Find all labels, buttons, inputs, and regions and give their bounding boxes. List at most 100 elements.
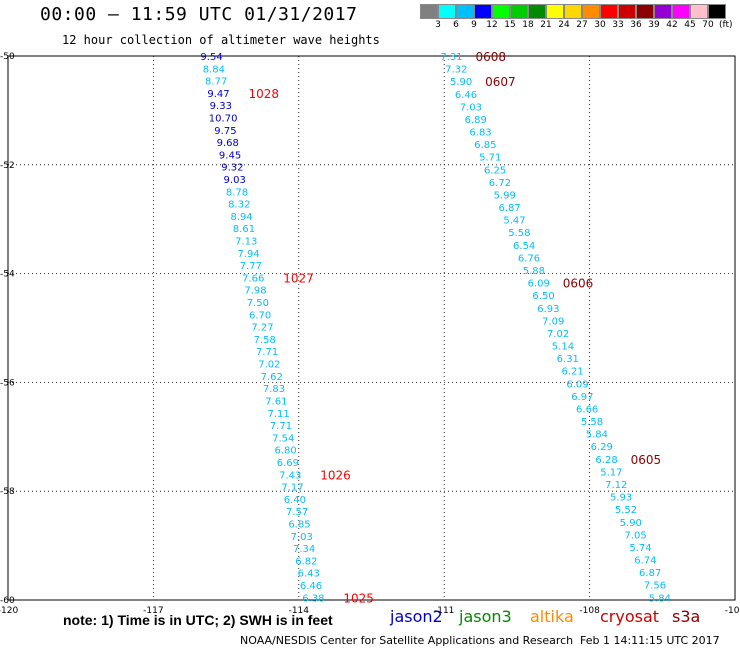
wave-height-value: 9.75 (214, 126, 236, 137)
wave-height-value: 7.98 (244, 286, 266, 297)
latitude-tick-label: -56 (0, 378, 15, 388)
color-legend-label: 42 (666, 20, 678, 30)
pass-time-label: 0607 (485, 75, 516, 89)
wave-height-value: 7.83 (263, 384, 285, 395)
wave-height-value: 9.32 (221, 163, 243, 174)
wave-height-value: 7.58 (254, 335, 276, 346)
wave-height-value: 7.77 (240, 261, 262, 272)
color-swatch (492, 4, 510, 19)
pass-time-label: 0608 (475, 50, 506, 64)
wave-height-value: 6.83 (469, 128, 491, 139)
longitude-tick-label: -111 (434, 606, 454, 616)
wave-height-value: 7.11 (268, 409, 290, 420)
wave-height-value: 7.02 (547, 329, 569, 340)
wave-height-value: 7.27 (251, 323, 273, 334)
latitude-tick-label: -58 (0, 487, 15, 497)
wave-height-value: 7.09 (542, 316, 564, 327)
color-legend-label: 21 (540, 20, 552, 30)
color-legend-label: 24 (558, 20, 570, 30)
wave-height-value: 6.50 (532, 291, 554, 302)
wave-height-value: 7.50 (247, 298, 269, 309)
wave-height-value: 9.54 (200, 52, 222, 63)
latitude-tick-label: -52 (0, 161, 15, 171)
wave-height-value: 6.46 (455, 90, 477, 101)
wave-height-value: 5.88 (523, 266, 545, 277)
color-swatch (690, 4, 708, 19)
wave-height-value: 5.99 (494, 190, 516, 201)
pass-time-label: 1025 (343, 591, 374, 605)
color-legend-label: 18 (522, 20, 534, 30)
wave-height-value: 7.71 (270, 421, 292, 432)
wave-height-value: 6.54 (513, 241, 535, 252)
color-legend-label: 39 (648, 20, 660, 30)
color-swatch (582, 4, 600, 19)
map-axes: -120 -117 -114 -111 -108 -105 -50 -52 -54 -56 -58 -… (0, 52, 740, 616)
page-title: 00:00 – 11:59 UTC 01/31/2017 (40, 4, 358, 25)
color-legend-label: 9 (471, 20, 477, 30)
wave-height-value: 6.87 (498, 203, 520, 214)
wave-height-value: 7.71 (256, 347, 278, 358)
color-swatch (564, 4, 582, 19)
wave-height-value: 8.77 (205, 77, 227, 88)
color-swatch (546, 4, 564, 19)
color-swatch (474, 4, 492, 19)
wave-height-value: 7.31 (440, 52, 462, 63)
wave-height-value: 9.03 (224, 175, 246, 186)
wave-height-value: 5.58 (508, 228, 530, 239)
color-legend-label: 30 (594, 20, 606, 30)
color-swatch (438, 4, 456, 19)
wave-height-value: 5.58 (581, 417, 603, 428)
color-legend-unit: (ft) (719, 20, 733, 30)
wave-height-value: 7.03 (291, 532, 313, 543)
wave-height-value: 5.93 (610, 493, 632, 504)
wave-height-value: 7.13 (235, 237, 257, 248)
wave-height-value: 6.85 (288, 519, 310, 530)
color-swatch (654, 4, 672, 19)
wave-height-value: 6.38 (302, 593, 324, 604)
map-grid (7, 55, 736, 601)
wave-height-value: 8.61 (233, 224, 255, 235)
wave-height-value: 6.28 (595, 455, 617, 466)
wave-height-value: 5.74 (629, 543, 651, 554)
color-swatch (708, 4, 726, 19)
color-swatch (456, 4, 474, 19)
wave-height-value: 5.84 (586, 430, 608, 441)
wave-height-value: 6.76 (518, 253, 540, 264)
wave-height-value: 7.34 (293, 544, 315, 555)
wave-height-value: 6.74 (634, 556, 656, 567)
wave-height-value: 6.70 (249, 310, 271, 321)
wave-height-value: 7.12 (605, 480, 627, 491)
footer-timestamp: Feb 1 14:11:15 UTC 2017 (580, 634, 720, 647)
wave-height-value: 6.82 (295, 556, 317, 567)
pass-time-label: 0606 (563, 277, 594, 291)
wave-height-value: 5.17 (600, 467, 622, 478)
footer-organization: NOAA/NESDIS Center for Satellite Applica… (240, 634, 574, 647)
wave-height-value: 6.93 (537, 304, 559, 315)
latitude-tick-label: -54 (0, 270, 15, 280)
track-b: 7.317.325.906.467.036.896.836.855.716.25… (440, 50, 671, 604)
wave-height-value: 8.32 (228, 200, 250, 211)
color-swatch (618, 4, 636, 19)
latitude-tick-label: -50 (0, 52, 15, 62)
color-legend-label: 70 (702, 20, 714, 30)
wave-height-value: 8.78 (226, 187, 248, 198)
wave-height-value: 7.94 (237, 249, 259, 260)
color-legend-label: 3 (435, 20, 441, 30)
longitude-tick-label: -114 (289, 606, 310, 616)
longitude-tick-label: -117 (143, 606, 163, 616)
wave-height-value: 9.45 (219, 150, 241, 161)
wave-height-value: 6.87 (639, 568, 661, 579)
wave-height-value: 6.09 (566, 379, 588, 390)
color-legend-labels: 3 6 9 12 15 18 21 24 27 30 33 36 39 42 45 70 (ft) (420, 20, 733, 30)
wave-height-value: 6.21 (562, 367, 584, 378)
satellite-jason3: jason3 (459, 607, 512, 626)
color-legend-swatches (420, 4, 733, 19)
wave-height-value: 7.56 (644, 581, 666, 592)
wave-height-value: 8.84 (203, 64, 225, 75)
color-swatch (420, 4, 438, 19)
page-subtitle: 12 hour collection of altimeter wave hei… (62, 33, 380, 47)
footer-note: note: 1) Time is in UTC; 2) SWH is in fe… (63, 612, 333, 628)
longitude-tick-label: -120 (0, 606, 18, 616)
wave-height-value: 5.84 (649, 593, 671, 604)
